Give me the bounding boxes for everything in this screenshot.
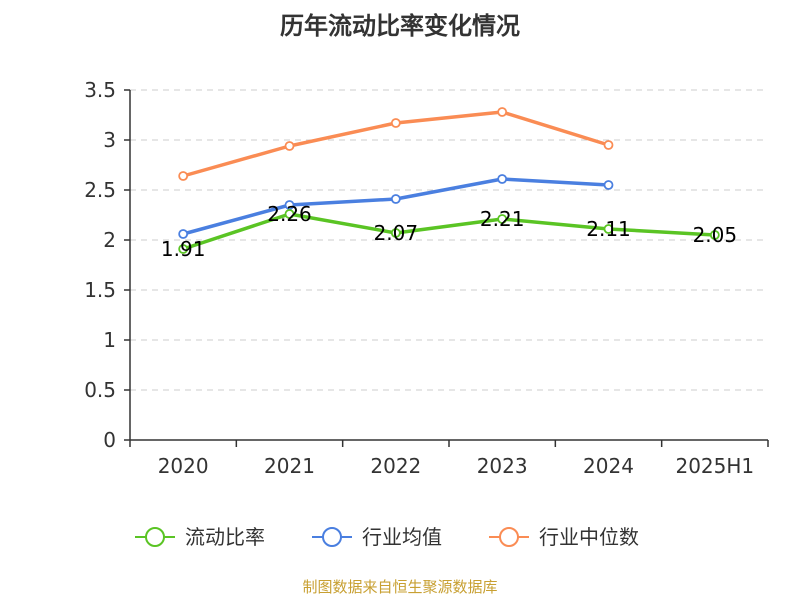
data-point[interactable] <box>603 224 614 234</box>
legend[interactable]: 流动比率 行业均值 行业中位数 <box>135 525 639 549</box>
y-tick-label: 1.5 <box>84 278 116 302</box>
data-labels: 1.91 2.26 2.07 2.21 2.11 2.05 <box>161 202 737 261</box>
y-tick-label: 3.5 <box>84 78 116 102</box>
x-tick-label: 2024 <box>583 454 634 478</box>
x-tick-label: 2020 <box>158 454 209 478</box>
data-label: 2.11 <box>586 217 631 241</box>
data-point[interactable] <box>178 229 189 239</box>
x-tick-label: 2021 <box>264 454 315 478</box>
series-line-0 <box>182 212 715 251</box>
data-label: 2.21 <box>480 207 525 231</box>
legend-marker <box>499 527 519 547</box>
data-point[interactable] <box>390 118 401 128</box>
legend-label: 流动比率 <box>185 525 265 549</box>
data-point[interactable] <box>178 171 189 181</box>
source-note: 制图数据来自恒生聚源数据库 <box>302 578 497 596</box>
data-point[interactable] <box>497 174 508 184</box>
data-label: 1.91 <box>161 237 206 261</box>
data-label: 2.05 <box>693 223 738 247</box>
y-tick-label: 2.5 <box>84 178 116 202</box>
y-tick-label: 2 <box>103 228 116 252</box>
legend-marker <box>145 527 165 547</box>
data-point[interactable] <box>709 230 720 240</box>
data-label: 2.07 <box>374 221 419 245</box>
x-tick-label: 2023 <box>477 454 528 478</box>
y-tick-label: 3 <box>103 128 116 152</box>
x-tick-label: 2022 <box>370 454 421 478</box>
grid-lines <box>130 89 768 391</box>
legend-item-0[interactable]: 流动比率 <box>135 525 265 549</box>
data-point[interactable] <box>390 194 401 204</box>
data-point[interactable] <box>284 209 295 219</box>
data-point[interactable] <box>284 200 295 210</box>
y-tick-label: 1 <box>103 328 116 352</box>
y-tick-label: 0.5 <box>84 378 116 402</box>
data-point[interactable] <box>603 180 614 190</box>
chart-title: 历年流动比率变化情况 <box>280 12 520 40</box>
data-point[interactable] <box>284 141 295 151</box>
data-point[interactable] <box>497 107 508 117</box>
data-point[interactable] <box>178 244 189 254</box>
data-point[interactable] <box>603 140 614 150</box>
y-tick-label: 0 <box>103 428 116 452</box>
legend-marker <box>322 527 342 547</box>
data-point[interactable] <box>497 214 508 224</box>
legend-item-1[interactable]: 行业均值 <box>312 525 442 549</box>
series-lines <box>178 107 720 254</box>
data-point[interactable] <box>390 228 401 238</box>
x-tick-label: 2025H1 <box>675 454 754 478</box>
data-label: 2.26 <box>267 202 312 226</box>
legend-label: 行业均值 <box>362 525 442 549</box>
axes: 0 0.5 1 1.5 2 2.5 3 3.5 2020 2021 2022 2023 2024 2025… <box>84 78 769 478</box>
legend-item-2[interactable]: 行业中位数 <box>489 525 639 549</box>
legend-label: 行业中位数 <box>539 525 639 549</box>
